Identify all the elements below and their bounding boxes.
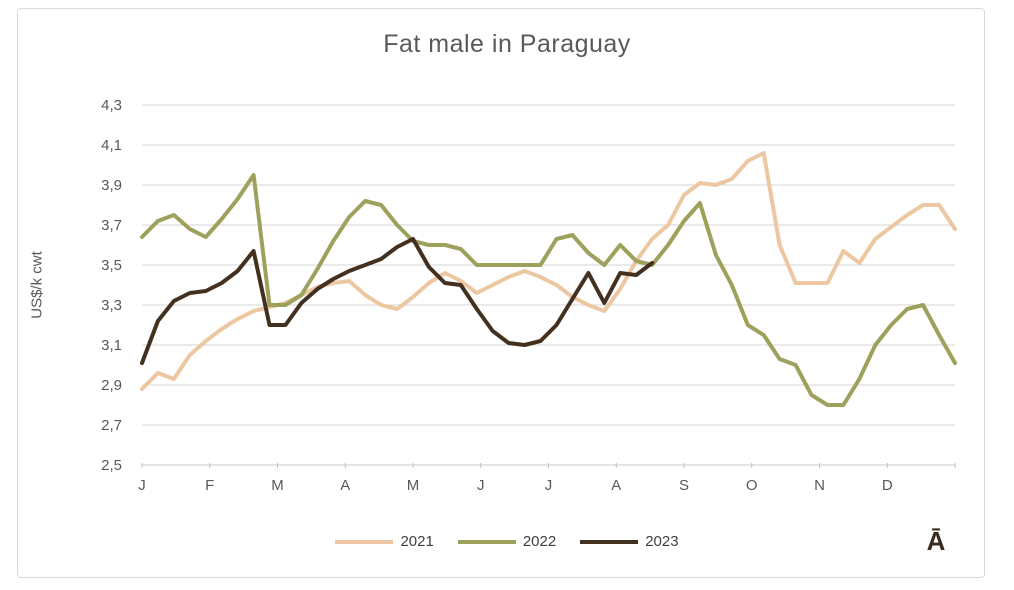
legend-swatch-2023 — [580, 539, 639, 544]
x-month-label: J — [477, 477, 485, 494]
legend-label-2023: 2023 — [645, 533, 679, 550]
legend-entry-2023: 2023 — [580, 533, 679, 550]
x-month-label: A — [611, 477, 621, 494]
a-macron-annotation: Ā — [926, 526, 946, 556]
y-tick-label: 2,9 — [101, 377, 122, 394]
y-tick-label: 3,3 — [101, 297, 122, 314]
y-tick-label: 4,1 — [101, 137, 122, 154]
y-tick-label: 4,3 — [101, 97, 122, 114]
legend-swatch-2021 — [335, 539, 394, 544]
legend-entry-2021: 2021 — [335, 533, 434, 550]
y-tick-label: 3,5 — [101, 257, 122, 274]
y-tick-label: 2,7 — [101, 417, 122, 434]
legend-swatch-2022 — [457, 539, 516, 544]
y-tick-label: 3,9 — [101, 177, 122, 194]
y-tick-label: 2,5 — [101, 457, 122, 474]
x-month-label: F — [205, 477, 214, 494]
x-month-label: D — [882, 477, 893, 494]
y-tick-label: 3,1 — [101, 337, 122, 354]
chart-frame — [17, 8, 985, 578]
series-line-2023 — [140, 237, 655, 365]
series-line-2022 — [140, 173, 957, 407]
x-month-label: J — [545, 477, 553, 494]
legend: 2021 2022 2023 — [0, 533, 1014, 550]
x-month-label: A — [340, 477, 350, 494]
x-month-label: M — [271, 477, 284, 494]
x-month-label: N — [814, 477, 825, 494]
x-month-label: S — [679, 477, 689, 494]
legend-entry-2022: 2022 — [457, 533, 557, 550]
x-month-label: O — [746, 477, 758, 494]
y-tick-label: 3,7 — [101, 217, 122, 234]
legend-label-2021: 2021 — [400, 533, 434, 550]
x-month-label: M — [407, 477, 420, 494]
legend-label-2022: 2022 — [522, 533, 557, 550]
chart-title: Fat male in Paraguay — [383, 30, 631, 58]
x-month-label: J — [138, 477, 146, 494]
